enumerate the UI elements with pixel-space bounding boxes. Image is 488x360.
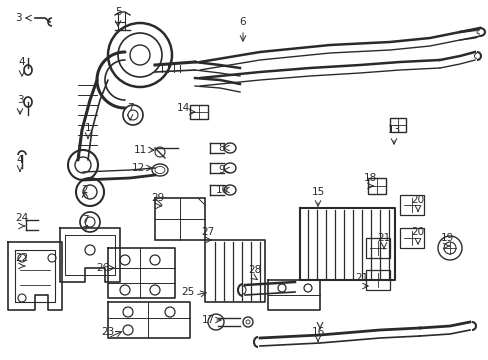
Text: 3: 3 bbox=[15, 13, 21, 23]
Text: 13: 13 bbox=[386, 125, 400, 135]
Text: 21: 21 bbox=[377, 233, 390, 243]
Text: 15: 15 bbox=[311, 187, 324, 197]
Text: 7: 7 bbox=[126, 103, 133, 113]
Text: 27: 27 bbox=[201, 227, 214, 237]
Text: 2: 2 bbox=[81, 185, 88, 195]
Text: 19: 19 bbox=[440, 233, 453, 243]
Text: 28: 28 bbox=[248, 265, 261, 275]
Text: 9: 9 bbox=[218, 165, 225, 175]
Text: 20: 20 bbox=[410, 227, 424, 237]
Text: 29: 29 bbox=[151, 193, 164, 203]
Text: 4: 4 bbox=[19, 57, 25, 67]
Text: 12: 12 bbox=[131, 163, 144, 173]
Text: 20: 20 bbox=[410, 195, 424, 205]
Text: 7: 7 bbox=[81, 215, 88, 225]
Text: 17: 17 bbox=[201, 315, 214, 325]
Text: 14: 14 bbox=[176, 103, 189, 113]
Text: 10: 10 bbox=[215, 185, 228, 195]
Text: 23: 23 bbox=[101, 327, 114, 337]
Text: 5: 5 bbox=[115, 7, 121, 17]
Text: 8: 8 bbox=[218, 143, 225, 153]
Text: 18: 18 bbox=[363, 173, 376, 183]
Text: 16: 16 bbox=[311, 327, 324, 337]
Text: 25: 25 bbox=[181, 287, 194, 297]
Text: 11: 11 bbox=[133, 145, 146, 155]
Text: 21: 21 bbox=[355, 273, 368, 283]
Text: 24: 24 bbox=[15, 213, 29, 223]
Text: 4: 4 bbox=[17, 155, 23, 165]
Text: 1: 1 bbox=[84, 123, 91, 133]
Text: 6: 6 bbox=[239, 17, 246, 27]
Text: 22: 22 bbox=[15, 253, 29, 263]
Text: 26: 26 bbox=[96, 263, 109, 273]
Text: 3: 3 bbox=[17, 95, 23, 105]
